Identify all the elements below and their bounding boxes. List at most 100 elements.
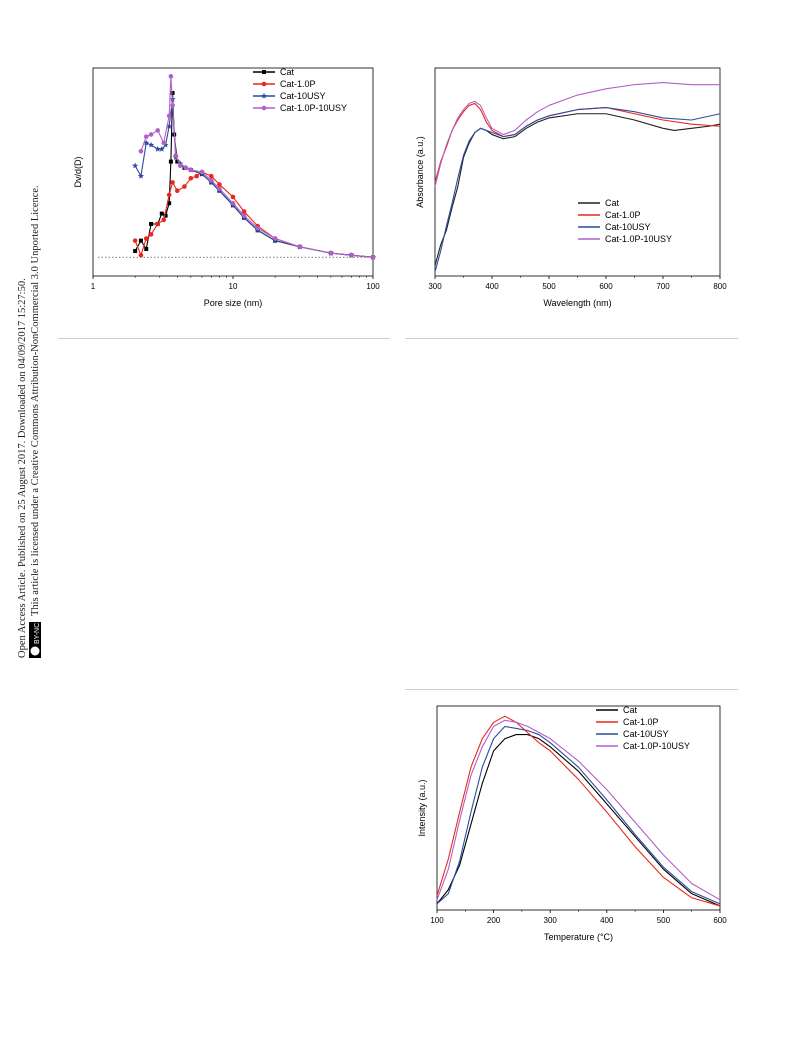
- series-2: [434, 106, 721, 272]
- data-point-s3-p12: [199, 169, 205, 175]
- chart-legend: Cat Cat-1.0P Cat-10USY Cat-1.0P-10USY: [596, 705, 690, 751]
- legend-label-1: Cat-1.0P: [280, 79, 316, 89]
- licence-sidebar-svg: Open Access Article. Published on 25 Aug…: [17, 185, 41, 658]
- data-point-s1-p7: [170, 180, 175, 185]
- data-point-s1-p1: [138, 252, 144, 258]
- data-point-s3-p22: [370, 254, 376, 260]
- data-point-s2-p4: [154, 145, 161, 152]
- rule-left-top: [58, 338, 390, 339]
- legend-label-3: Cat-1.0P-10USY: [280, 103, 347, 113]
- x-tick-label: 600: [599, 282, 613, 291]
- licence-line-1: Open Access Article. Published on 25 Aug…: [17, 278, 28, 658]
- series-2: [436, 725, 721, 905]
- data-point-s1-p4: [155, 221, 161, 227]
- x-axis-label: Pore size (nm): [204, 298, 263, 308]
- x-tick-label: 700: [656, 282, 670, 291]
- y-axis-label: Dv/d(D): [73, 156, 83, 187]
- rule-right-middle: [405, 689, 738, 690]
- x-tick-label: 800: [713, 282, 727, 291]
- chart-intensity: 100 200 300 400 500 600 Temperature (°C) Intens…: [417, 705, 727, 942]
- x-axis-label: Temperature (°C): [544, 932, 613, 942]
- x-tick-label: 600: [713, 916, 727, 925]
- data-point-s3-p20: [328, 250, 334, 256]
- legend-label-3: Cat-1.0P-10USY: [605, 234, 672, 244]
- data-point-s2-p1: [137, 172, 144, 179]
- chart-legend: Cat Cat-1.0P Cat-10USY Cat-1.0P-10USY: [253, 67, 347, 113]
- data-point-s3-p14: [217, 186, 222, 191]
- data-point-s3-p15: [230, 200, 236, 206]
- legend-label-0: Cat: [605, 198, 620, 208]
- series-line-0: [134, 92, 374, 258]
- x-tick-label: 100: [366, 282, 380, 291]
- data-point-s3-p10: [183, 165, 189, 171]
- data-point-slegend-p2: [260, 92, 268, 99]
- legend-label-3: Cat-1.0P-10USY: [623, 741, 690, 751]
- series-3: [434, 82, 720, 187]
- data-point-s3-p18: [272, 236, 278, 241]
- legend-label-0: Cat: [280, 67, 295, 77]
- cc-logo-icon: [30, 646, 40, 656]
- figure-absorbance: 300 400 500 600 700 800 Wavelength (nm) Absorba…: [408, 62, 738, 320]
- series-line-1: [134, 171, 374, 258]
- chart-legend: Cat Cat-1.0P Cat-10USY Cat-1.0P-10USY: [578, 198, 672, 244]
- data-point-s0-p2: [144, 246, 149, 251]
- data-point-s0-p5: [159, 211, 164, 216]
- data-point-s1-p8: [174, 188, 180, 194]
- data-point-s3-p13: [209, 178, 214, 183]
- data-point-s0-p7: [167, 201, 172, 206]
- x-tick-label: 1: [91, 282, 96, 291]
- data-point-s1-p13: [209, 173, 214, 179]
- data-point-s2-p5: [158, 145, 165, 152]
- cc-badge-text: BY-NC: [34, 623, 41, 644]
- licence-line-2[interactable]: This article is licensed under a Creativ…: [30, 185, 41, 616]
- data-point-s3-p4: [161, 140, 167, 146]
- legend-label-2: Cat-10USY: [605, 222, 651, 232]
- data-point-s3-p2: [148, 132, 154, 137]
- series-3: [138, 74, 376, 260]
- data-point-slegend-p3: [261, 105, 267, 111]
- x-tick-label: 500: [657, 916, 671, 925]
- data-point-s3-p17: [255, 225, 260, 231]
- data-point-s2-p2: [143, 139, 150, 146]
- data-point-s1-p9: [182, 184, 187, 189]
- data-point-s3-p6: [168, 74, 174, 79]
- series-line-2: [434, 106, 721, 272]
- data-point-s3-p16: [241, 213, 247, 218]
- series-0: [434, 113, 721, 266]
- data-point-s0-p9: [170, 90, 175, 95]
- data-point-s1-p14: [217, 182, 222, 187]
- rule-right-top: [405, 338, 738, 339]
- data-point-s3-p21: [349, 252, 354, 258]
- data-point-s3-p7: [170, 103, 175, 108]
- data-point-slegend-p0: [262, 70, 266, 74]
- series-line-0: [434, 113, 721, 266]
- legend-label-2: Cat-10USY: [623, 729, 669, 739]
- data-point-s0-p11: [175, 159, 180, 164]
- series-line-1: [436, 715, 721, 907]
- series-line-3: [436, 719, 721, 901]
- legend-label-1: Cat-1.0P: [623, 717, 659, 727]
- data-point-s2-p7: [166, 123, 173, 129]
- data-point-s1-p16: [241, 209, 247, 214]
- x-tick-label: 400: [485, 282, 499, 291]
- licence-sidebar: Open Access Article. Published on 25 Aug…: [6, 118, 42, 663]
- data-point-s1-p5: [161, 217, 167, 223]
- data-point-s3-p5: [166, 113, 172, 119]
- data-point-s3-p11: [188, 167, 194, 173]
- series-1: [434, 102, 721, 183]
- data-point-s0-p8: [168, 159, 173, 164]
- data-point-s1-p11: [194, 173, 199, 179]
- data-point-s2-p6: [162, 141, 169, 148]
- data-point-s2-p10: [177, 160, 184, 167]
- data-point-s3-p3: [155, 128, 161, 133]
- figure-pore-size: 1 10 100 Pore size (nm) Dv/d(D) Cat Cat-1.0P Ca…: [58, 62, 388, 320]
- x-axis-label: Wavelength (nm): [543, 298, 611, 308]
- data-point-s0-p3: [149, 222, 154, 226]
- series-line-3: [434, 82, 720, 187]
- data-point-s1-p0: [132, 238, 138, 243]
- x-tick-label: 100: [430, 916, 444, 925]
- data-point-s3-p8: [173, 153, 179, 158]
- series-line-2: [436, 725, 721, 905]
- x-tick-label: 200: [487, 916, 501, 925]
